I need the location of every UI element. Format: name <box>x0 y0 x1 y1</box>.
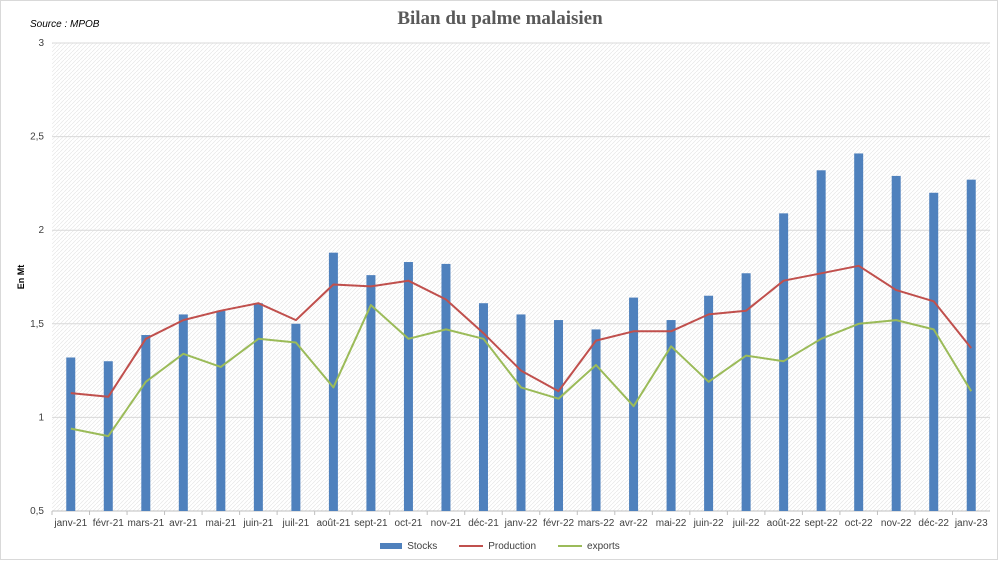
legend-label-stocks: Stocks <box>407 540 438 552</box>
x-tick-label: mars-22 <box>578 518 615 529</box>
x-tick-label: mars-21 <box>127 518 164 529</box>
x-tick-label: août-22 <box>767 518 801 529</box>
x-tick-label: oct-22 <box>845 518 873 529</box>
legend-item-production: Production <box>459 539 536 553</box>
y-tick-label: 2 <box>38 225 44 236</box>
bar-stocks <box>328 252 338 511</box>
x-tick-label: mai-21 <box>206 518 237 529</box>
bar-stocks <box>741 273 751 511</box>
bar-stocks <box>141 335 151 511</box>
bar-stocks <box>554 320 564 511</box>
x-tick-label: déc-22 <box>918 518 949 529</box>
bar-stocks <box>966 179 976 511</box>
bar-stocks <box>891 175 901 512</box>
x-tick-label: oct-21 <box>395 518 423 529</box>
y-axis-label: En Mt <box>16 265 26 290</box>
x-tick-label: sept-21 <box>354 518 388 529</box>
x-tick-label: nov-21 <box>431 518 462 529</box>
bar-stocks <box>704 295 714 511</box>
x-tick-label: juin-21 <box>242 518 273 529</box>
x-tick-label: avr-21 <box>169 518 198 529</box>
legend-swatch-stocks <box>380 543 403 549</box>
y-tick-label: 0,5 <box>30 506 44 517</box>
bar-stocks <box>291 323 301 511</box>
bar-stocks <box>366 275 376 511</box>
x-tick-label: janv-22 <box>504 518 538 529</box>
bar-stocks <box>441 263 451 511</box>
y-tick-label: 1 <box>38 412 44 423</box>
y-tick-label: 2,5 <box>30 132 44 143</box>
bar-stocks <box>591 329 601 511</box>
legend: Stocks Production exports <box>0 539 1000 553</box>
line-exports <box>70 304 973 438</box>
x-tick-label: juil-22 <box>732 518 760 529</box>
bar-stocks <box>216 310 226 511</box>
x-tick-label: févr-21 <box>93 518 125 529</box>
x-tick-label: nov-22 <box>881 518 912 529</box>
legend-item-stocks: Stocks <box>380 539 437 553</box>
bar-stocks <box>478 303 488 511</box>
x-tick-label: avr-22 <box>619 518 648 529</box>
bar-stocks <box>66 357 76 511</box>
x-tick-label: janv-21 <box>53 518 87 529</box>
legend-item-exports: exports <box>558 539 620 553</box>
bar-stocks <box>666 320 676 511</box>
bar-stocks <box>816 170 826 511</box>
y-tick-label: 1,5 <box>30 319 44 330</box>
bar-stocks <box>178 314 188 511</box>
legend-label-production: Production <box>488 540 537 552</box>
x-tick-label: juil-21 <box>282 518 310 529</box>
chart-title: Bilan du palme malaisien <box>397 8 603 29</box>
bar-stocks <box>253 303 263 511</box>
bar-stocks <box>516 314 526 511</box>
line-production <box>70 264 972 398</box>
x-tick-label: févr-22 <box>543 518 575 529</box>
bar-stocks <box>929 192 939 511</box>
bar-stocks <box>403 262 413 511</box>
bar-stocks <box>854 153 864 511</box>
y-tick-label: 3 <box>38 38 44 49</box>
bar-stocks <box>629 297 639 511</box>
x-tick-label: sept-22 <box>804 518 838 529</box>
legend-swatch-production <box>459 545 484 547</box>
legend-swatch-exports <box>558 545 583 547</box>
x-tick-label: déc-21 <box>468 518 499 529</box>
source-note: Source : MPOB <box>30 19 100 30</box>
x-tick-label: mai-22 <box>656 518 687 529</box>
legend-label-exports: exports <box>587 540 620 552</box>
x-tick-label: juin-22 <box>693 518 724 529</box>
x-tick-label: août-21 <box>316 518 350 529</box>
x-tick-label: janv-23 <box>954 518 988 529</box>
